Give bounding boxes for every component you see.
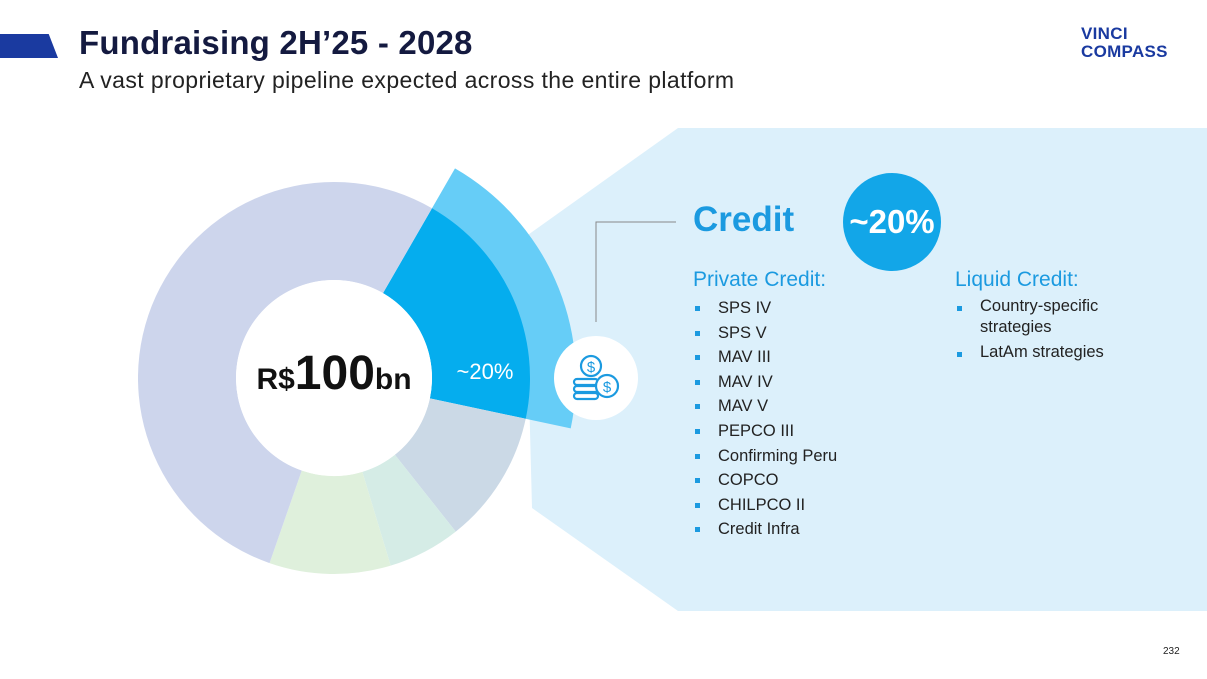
donut-slice-1 — [383, 208, 530, 419]
donut-hole — [236, 280, 432, 476]
page-subtitle: A vast proprietary pipeline expected acr… — [79, 67, 735, 93]
logo-line-1: VINCI — [1081, 24, 1128, 43]
list-item: LatAm strategies — [955, 342, 1125, 363]
list-item: MAV III — [693, 345, 933, 370]
center-value: 100 — [294, 347, 375, 400]
coins-icon-circle: $ $ — [554, 336, 638, 420]
list-item: COPCO — [693, 468, 933, 493]
list-item: MAV V — [693, 394, 933, 419]
header-accent-bar — [0, 34, 58, 58]
donut-slice-2 — [394, 398, 526, 532]
list-item: MAV IV — [693, 370, 933, 395]
svg-text:$: $ — [603, 379, 612, 396]
credit-segment-label: ~20% — [456, 359, 514, 384]
list-item: Credit Infra — [693, 517, 933, 542]
list-item: PEPCO III — [693, 419, 933, 444]
logo-line-2: COMPASS — [1081, 42, 1168, 61]
donut-slice-3 — [362, 454, 456, 566]
liquid-credit-heading: Liquid Credit: — [955, 268, 1079, 291]
detail-panel-shape — [525, 128, 1207, 611]
credit-percent-badge: ~20% — [843, 173, 941, 271]
page-title: Fundraising 2H’25 - 2028 — [79, 24, 473, 61]
list-item: CHILPCO II — [693, 493, 933, 518]
donut-slice-4 — [269, 470, 391, 574]
list-item: Confirming Peru — [693, 444, 933, 469]
list-item: SPS IV — [693, 296, 933, 321]
donut-slice-5 — [137, 181, 433, 564]
donut-slice-credit-outer-ring — [431, 168, 577, 429]
center-unit: bn — [374, 363, 412, 396]
donut-center-label: R$100bn — [234, 346, 434, 401]
private-credit-heading: Private Credit: — [693, 268, 827, 291]
vinci-compass-logo: VINCI COMPASS — [1081, 25, 1168, 61]
credit-title: Credit — [693, 200, 795, 239]
liquid-credit-list: Country-specific strategies LatAm strate… — [955, 296, 1125, 363]
list-item: SPS V — [693, 321, 933, 346]
coins-dollar-icon: $ $ — [572, 354, 620, 401]
center-currency: R$ — [256, 363, 295, 396]
svg-text:$: $ — [587, 359, 596, 376]
list-item: Country-specific strategies — [955, 296, 1125, 338]
page-number: 232 — [1163, 646, 1180, 657]
private-credit-list: SPS IV SPS V MAV III MAV IV MAV V PEPCO … — [693, 296, 933, 542]
connector-line — [595, 221, 676, 322]
